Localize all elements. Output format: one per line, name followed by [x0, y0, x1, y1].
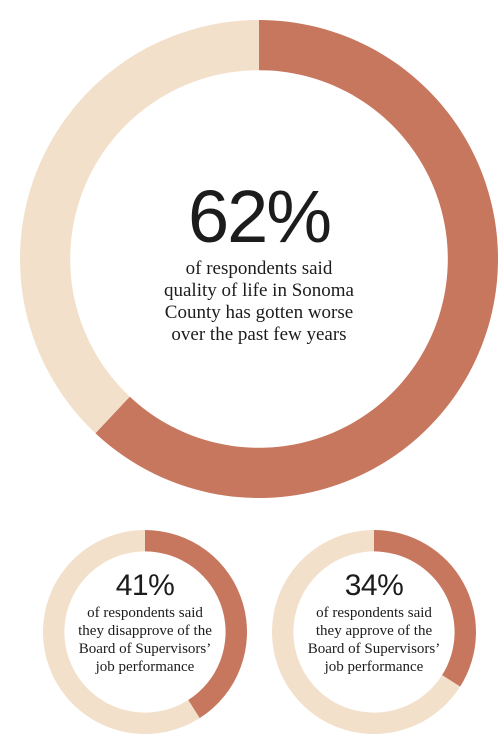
disapprove-donut: 41% of respondents said they disapprove … [42, 530, 247, 734]
description-line: quality of life in Sonoma [164, 280, 354, 301]
disapprove-description: of respondents said they disapprove of t… [43, 604, 247, 676]
donut-slice-value [95, 20, 498, 498]
approve-percent-label: 34% [344, 569, 404, 602]
description-line: of respondents said [316, 605, 432, 621]
quality-of-life-donut: 62% of respondents said quality of life … [19, 20, 498, 498]
donut-slice-value [145, 530, 247, 719]
description-line: of respondents said [185, 258, 333, 279]
disapprove-donut-center: 41% of respondents said they disapprove … [43, 570, 247, 676]
quality-of-life-description: of respondents said quality of life in S… [20, 258, 498, 346]
description-line: job performance [324, 659, 424, 675]
approve-donut-svg [272, 530, 476, 734]
description-line: Board of Supervisors’ [307, 641, 441, 657]
donut-slice-remainder [19, 20, 259, 434]
description-line: Board of Supervisors’ [78, 641, 212, 657]
description-line: of respondents said [87, 605, 203, 621]
description-line: they approve of the [315, 623, 433, 639]
donut-slice-remainder [42, 530, 200, 734]
disapprove-donut-svg [42, 530, 247, 734]
disapprove-percent-label: 41% [115, 569, 175, 602]
description-line: job performance [95, 659, 195, 675]
description-line: over the past few years [171, 324, 347, 345]
approve-donut-center: 34% of respondents said they approve of … [272, 570, 476, 676]
approve-donut: 34% of respondents said they approve of … [272, 530, 476, 734]
quality-of-life-percent-label: 62% [187, 175, 332, 258]
approve-description: of respondents said they approve of the … [272, 604, 476, 676]
quality-of-life-donut-center: 62% of respondents said quality of life … [20, 180, 498, 346]
description-line: they disapprove of the [78, 623, 212, 639]
description-line: County has gotten worse [164, 302, 354, 323]
quality-of-life-donut-svg [19, 20, 498, 498]
donut-slice-value [374, 530, 476, 687]
